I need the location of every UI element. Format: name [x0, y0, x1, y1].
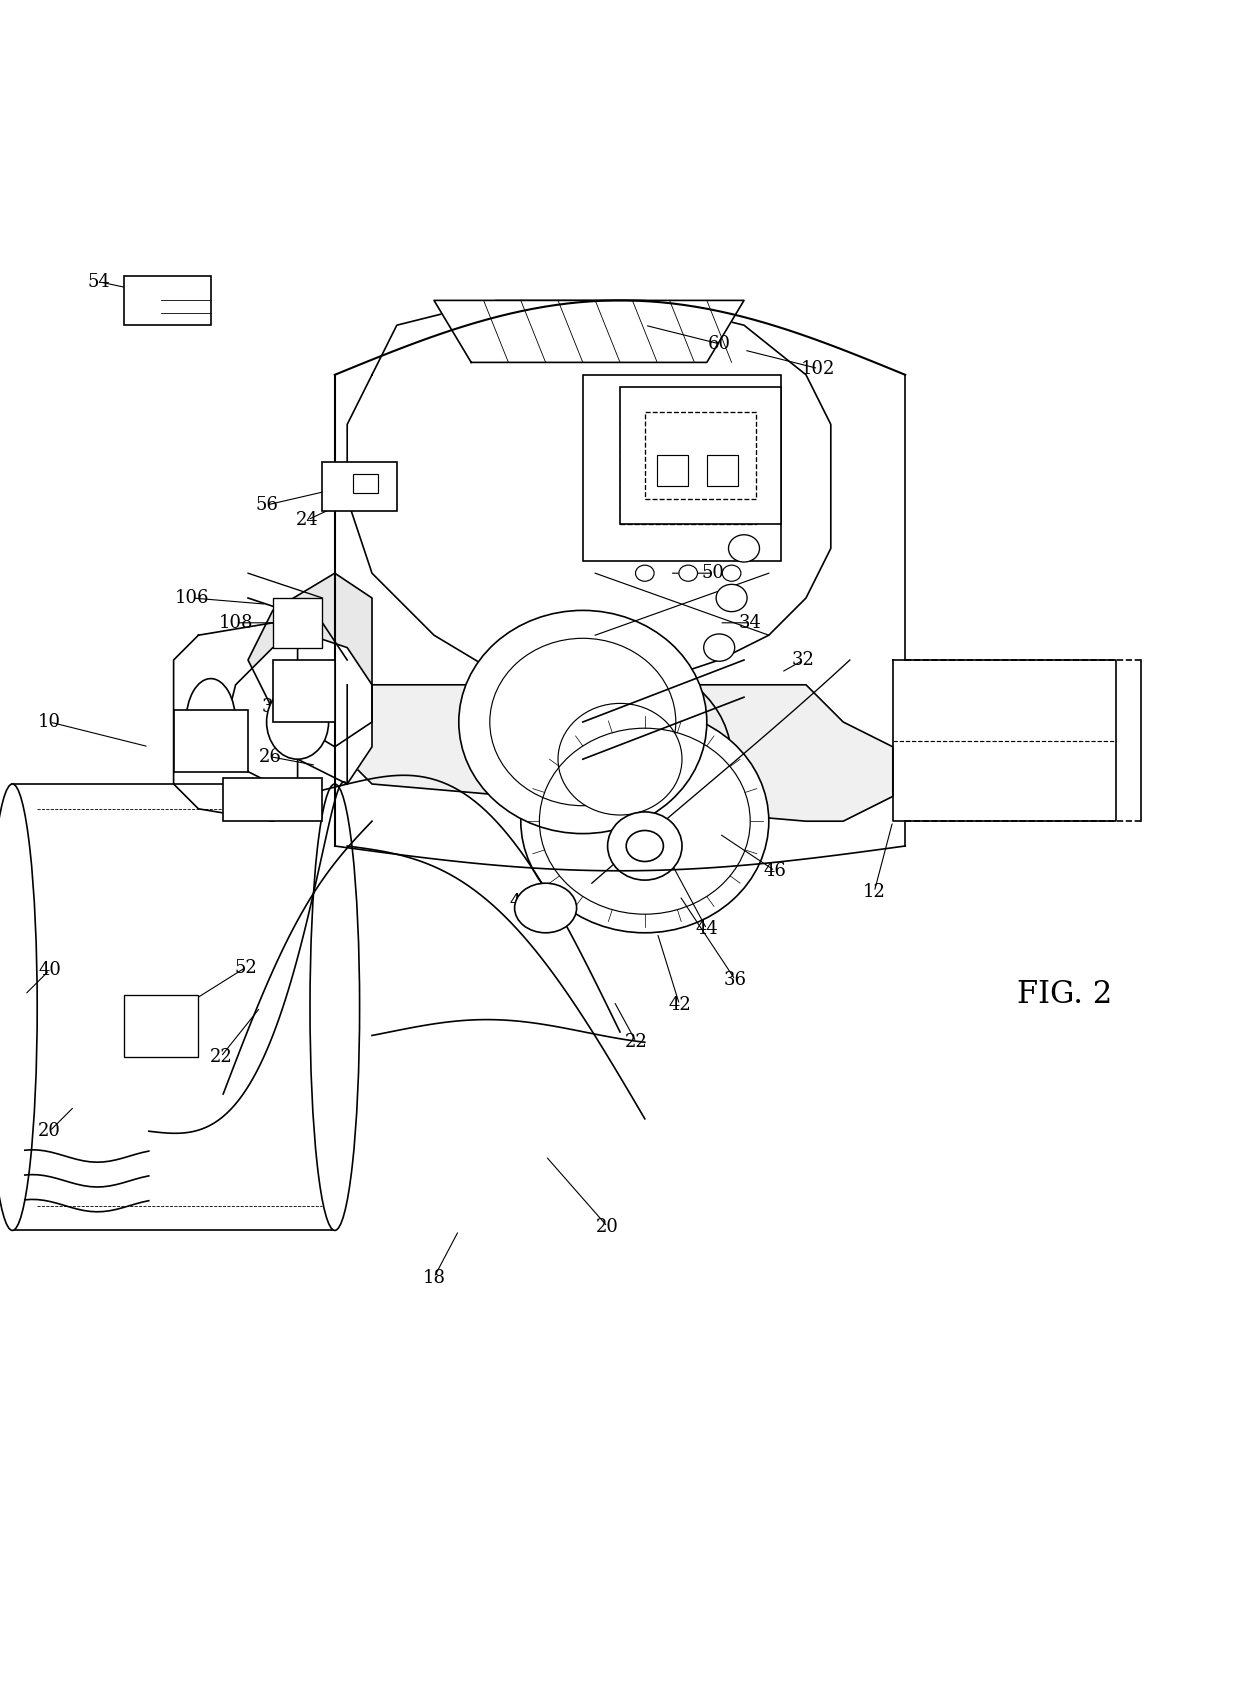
Bar: [707, 455, 738, 486]
Text: FIG. 2: FIG. 2: [1017, 980, 1112, 1010]
Text: 36: 36: [724, 971, 746, 988]
Text: 30: 30: [262, 699, 284, 716]
Ellipse shape: [680, 565, 697, 582]
Text: 20: 20: [596, 1218, 619, 1235]
Bar: [273, 597, 322, 648]
Ellipse shape: [533, 678, 707, 839]
Text: 50: 50: [702, 563, 724, 582]
Ellipse shape: [459, 611, 707, 834]
Text: 46: 46: [764, 861, 786, 880]
Polygon shape: [620, 387, 781, 523]
Text: 28: 28: [181, 750, 203, 768]
Text: 16: 16: [224, 805, 247, 824]
Polygon shape: [583, 376, 781, 560]
Ellipse shape: [521, 709, 769, 932]
Polygon shape: [893, 660, 1116, 821]
Ellipse shape: [490, 638, 676, 805]
Text: 18: 18: [423, 1269, 445, 1286]
Polygon shape: [347, 301, 831, 685]
Text: 26: 26: [259, 748, 281, 766]
Text: 10: 10: [38, 712, 61, 731]
Text: 42: 42: [668, 995, 691, 1014]
Text: 22: 22: [625, 1032, 647, 1051]
Text: 34: 34: [739, 614, 761, 631]
Text: 60: 60: [708, 335, 730, 354]
Bar: [124, 276, 211, 325]
Ellipse shape: [608, 812, 682, 880]
Text: 20: 20: [38, 1122, 61, 1140]
Bar: [223, 778, 322, 821]
Text: 52: 52: [234, 959, 257, 976]
Text: 44: 44: [696, 920, 718, 937]
Text: 12: 12: [863, 883, 885, 900]
Bar: [657, 455, 688, 486]
Bar: [353, 474, 378, 492]
Polygon shape: [12, 783, 335, 1230]
Text: 22: 22: [210, 1047, 232, 1066]
Text: 40: 40: [38, 961, 61, 980]
Polygon shape: [223, 634, 372, 797]
Polygon shape: [434, 301, 744, 362]
Bar: [322, 462, 397, 511]
Text: 48: 48: [510, 893, 532, 910]
Ellipse shape: [626, 831, 663, 861]
Polygon shape: [174, 623, 298, 821]
Polygon shape: [347, 685, 893, 821]
Text: 102: 102: [801, 360, 836, 377]
Text: 108: 108: [218, 614, 253, 631]
Bar: [174, 709, 248, 772]
Ellipse shape: [723, 565, 742, 582]
Ellipse shape: [703, 634, 734, 662]
Ellipse shape: [0, 783, 37, 1230]
Ellipse shape: [310, 783, 360, 1230]
Ellipse shape: [729, 535, 759, 562]
Ellipse shape: [186, 678, 236, 765]
Ellipse shape: [558, 704, 682, 816]
Ellipse shape: [636, 565, 655, 582]
Ellipse shape: [267, 685, 329, 760]
Text: 32: 32: [792, 651, 815, 668]
Text: 54: 54: [88, 272, 110, 291]
Text: 56: 56: [255, 496, 278, 514]
Text: 24: 24: [296, 511, 319, 530]
Bar: [273, 660, 335, 722]
Bar: [124, 995, 198, 1058]
Ellipse shape: [515, 883, 577, 932]
Polygon shape: [248, 574, 372, 746]
Text: 106: 106: [175, 589, 210, 607]
Ellipse shape: [715, 584, 746, 611]
